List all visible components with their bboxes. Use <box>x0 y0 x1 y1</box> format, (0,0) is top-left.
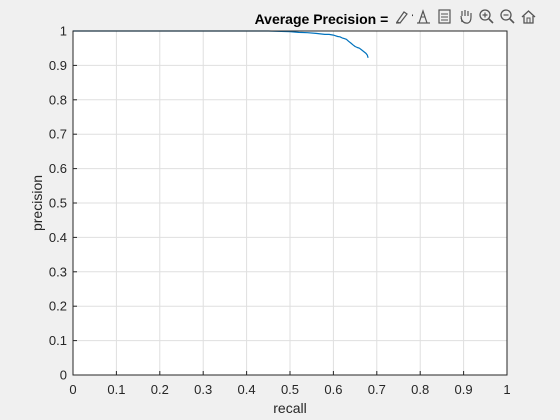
home-button[interactable] <box>518 9 538 29</box>
y-tick-label: 0.2 <box>49 299 67 314</box>
x-axis-label: recall <box>273 400 306 416</box>
zoom-in-button[interactable] <box>476 9 496 29</box>
home-icon <box>520 8 537 30</box>
y-tick-label: 0.1 <box>49 333 67 348</box>
x-ticks: 0 0.1 0.2 0.3 0.4 0.5 0.6 0.7 0.8 0.9 1 <box>69 371 511 397</box>
y-tick-label: 0.8 <box>49 92 67 107</box>
y-tick-label: 0.5 <box>49 196 67 211</box>
y-tick-label: 0.7 <box>49 127 67 142</box>
x-tick-label: 0.1 <box>107 382 125 397</box>
x-tick-label: 0 <box>69 382 76 397</box>
x-tick-label: 0.3 <box>194 382 212 397</box>
data-cursor-icon <box>415 8 432 30</box>
y-tick-label: 0 <box>60 368 67 383</box>
y-tick-label: 0.6 <box>49 161 67 176</box>
pan-button[interactable] <box>455 9 475 29</box>
x-tick-label: 0.4 <box>238 382 256 397</box>
x-tick-label: 0.2 <box>151 382 169 397</box>
zoom-out-button[interactable] <box>497 9 517 29</box>
y-tick-label: 0.9 <box>49 58 67 73</box>
y-tick-label: 0.4 <box>49 230 67 245</box>
data-cursor-button[interactable] <box>413 9 433 29</box>
x-tick-label: 0.7 <box>368 382 386 397</box>
x-tick-label: 0.9 <box>455 382 473 397</box>
zoom-in-icon <box>478 8 495 30</box>
zoom-out-icon <box>499 8 516 30</box>
x-tick-label: 0.5 <box>281 382 299 397</box>
y-tick-label: 1 <box>60 24 67 39</box>
y-tick-label: 0.3 <box>49 264 67 279</box>
legend-icon <box>436 8 453 30</box>
pan-icon <box>457 8 474 30</box>
x-tick-label: 1 <box>503 382 510 397</box>
legend-button[interactable] <box>434 9 454 29</box>
y-ticks: 0 0.1 0.2 0.3 0.4 0.5 0.6 0.7 0.8 0.9 1 <box>49 24 77 383</box>
brush-icon <box>394 8 411 30</box>
axes-toolbar <box>392 9 538 29</box>
x-tick-label: 0.8 <box>411 382 429 397</box>
chart-title: Average Precision = 0.67 <box>255 11 420 27</box>
x-tick-label: 0.6 <box>324 382 342 397</box>
y-axis-label: precision <box>29 175 45 231</box>
brush-button[interactable] <box>392 9 412 29</box>
